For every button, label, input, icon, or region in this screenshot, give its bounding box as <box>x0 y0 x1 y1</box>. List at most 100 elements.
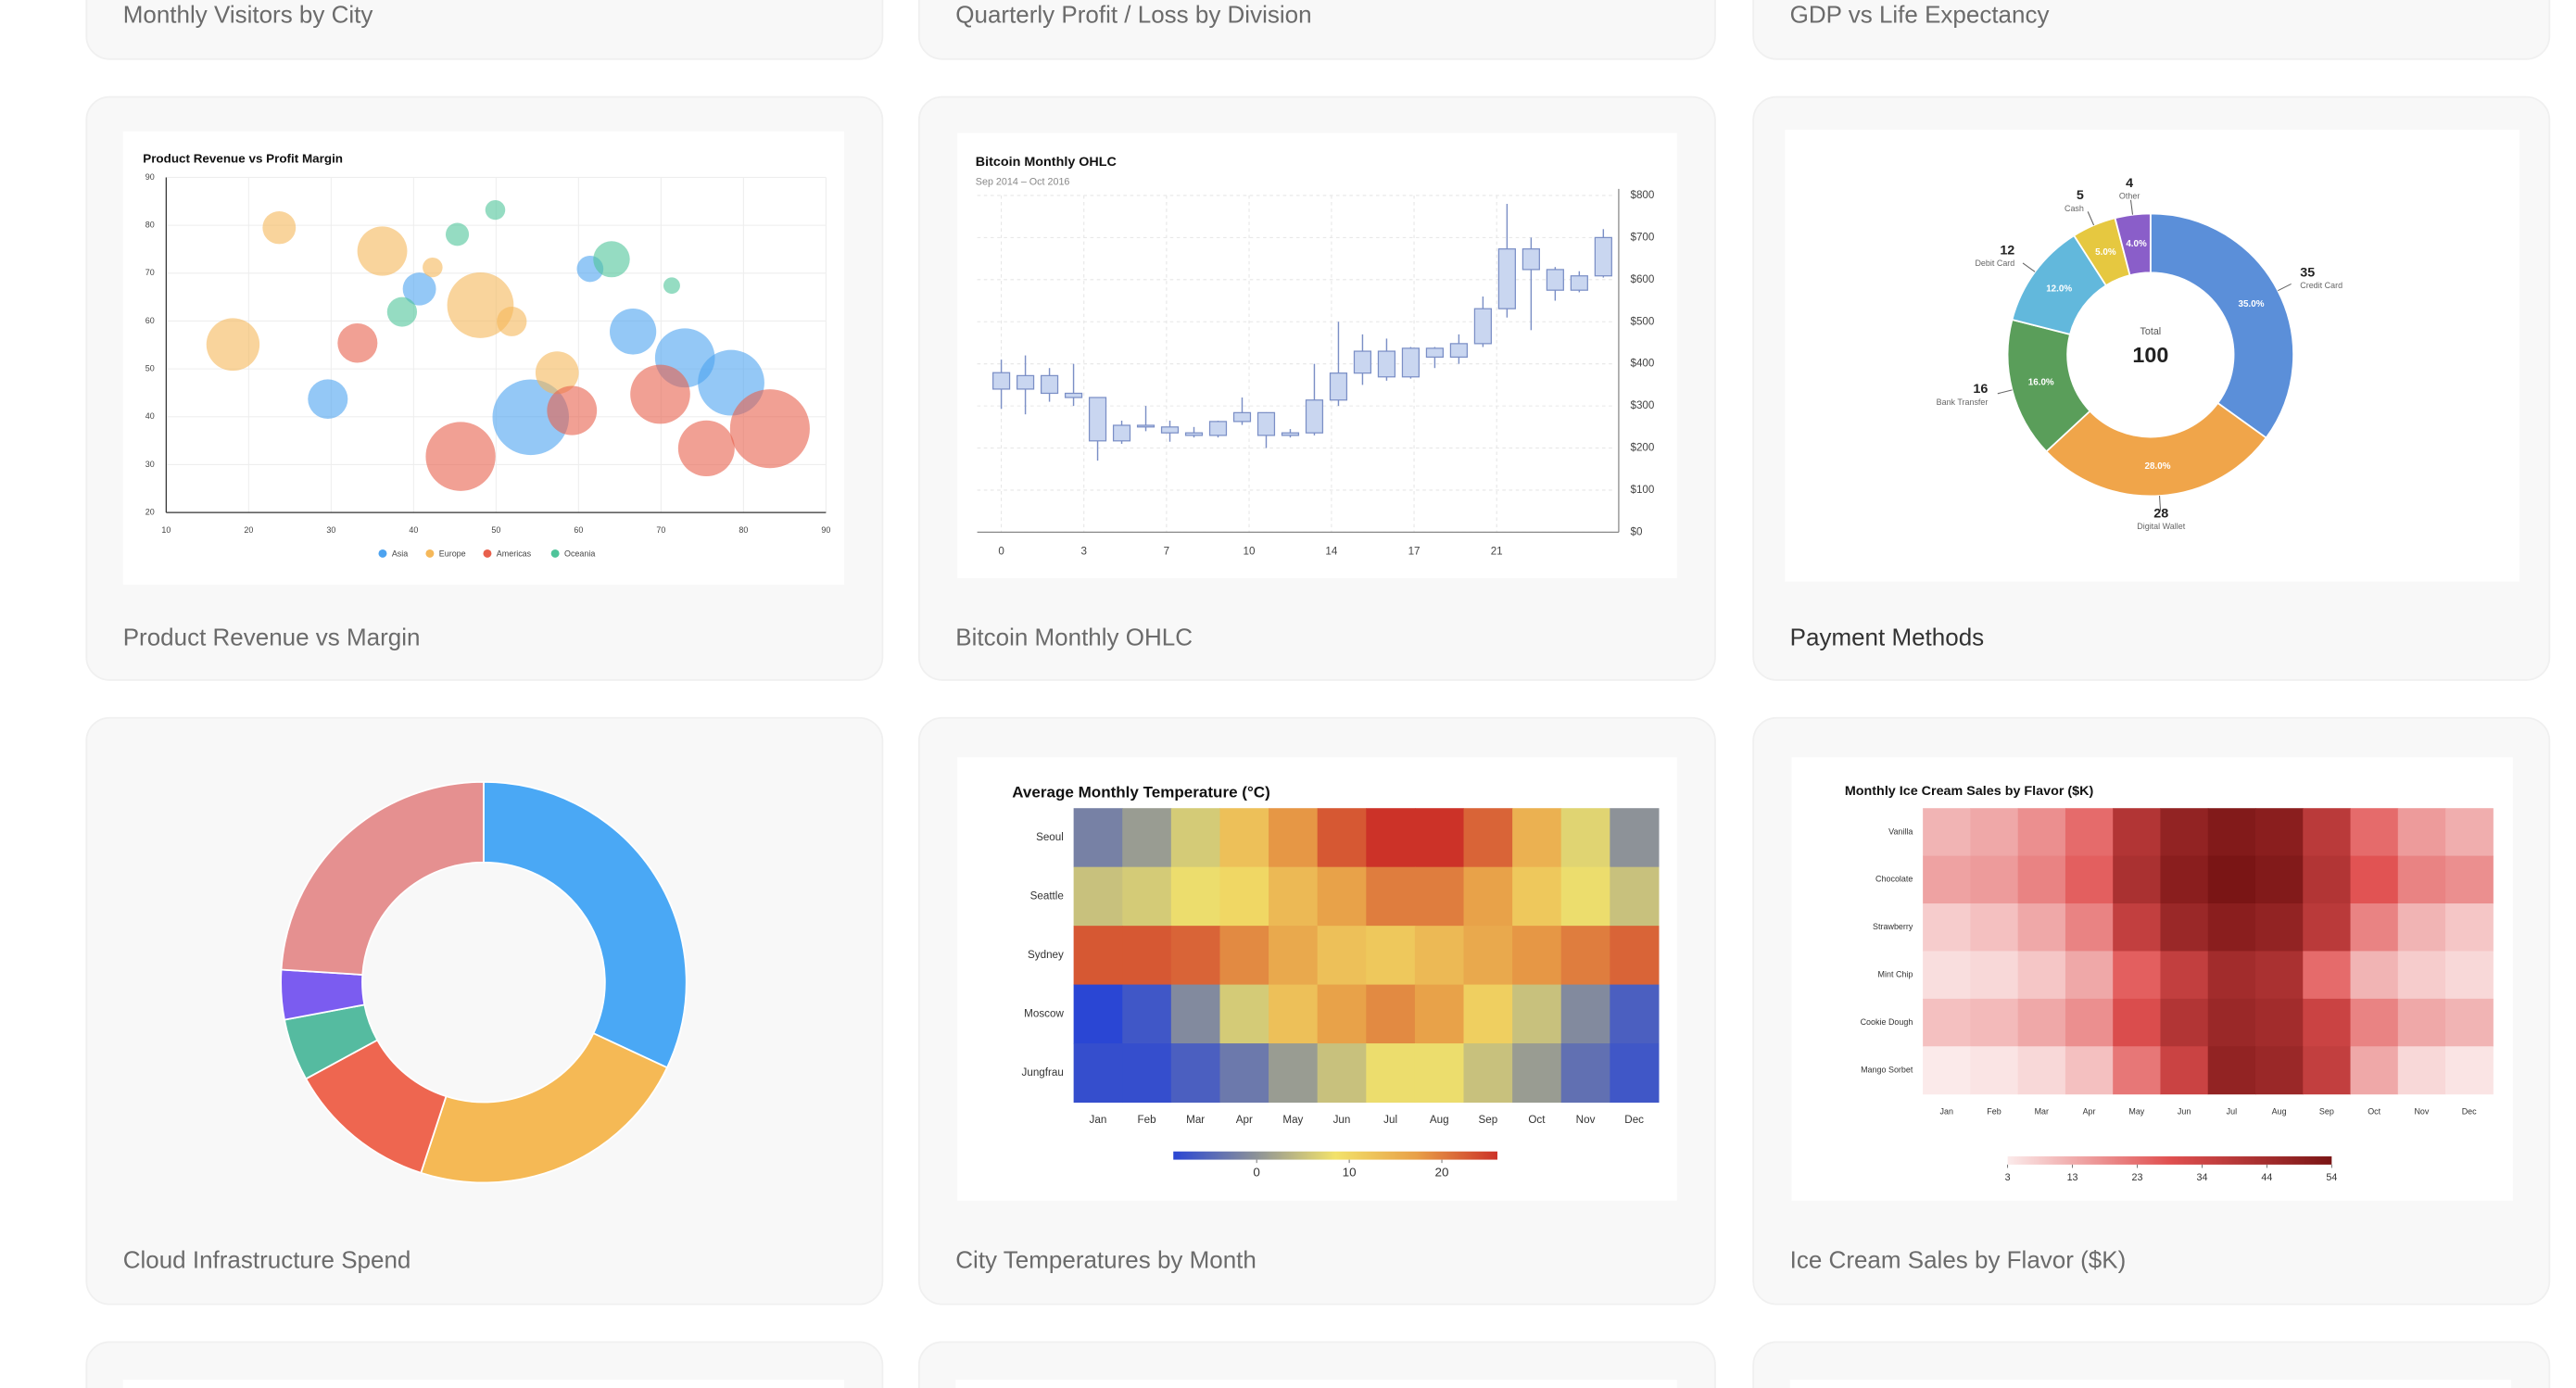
heatmap-cell[interactable] <box>1923 903 1971 952</box>
heatmap-cell[interactable] <box>1923 808 1971 857</box>
heatmap-cell[interactable] <box>1170 866 1221 927</box>
heatmap-cell[interactable] <box>2207 951 2256 1000</box>
heatmap-cell[interactable] <box>2207 1046 2256 1095</box>
donut-slice[interactable] <box>280 780 485 976</box>
heatmap-cell[interactable] <box>1414 808 1465 868</box>
legend-item[interactable]: Americas <box>483 549 532 559</box>
heatmap-cell[interactable] <box>1970 808 2019 857</box>
heatmap-cell[interactable] <box>2017 951 2066 1000</box>
heatmap-cell[interactable] <box>1610 866 1660 927</box>
card[interactable]: Bitcoin Monthly OHLC Bitcoin Monthly OHLC… <box>917 95 1716 681</box>
card[interactable]: Product Revenue vs Margin Product Revenue… <box>85 95 884 681</box>
heatmap-cell[interactable] <box>2113 1046 2162 1095</box>
heatmap-cell[interactable] <box>1317 1043 1367 1104</box>
heatmap-cell[interactable] <box>2017 808 2066 857</box>
heatmap-cell[interactable] <box>1414 1043 1465 1104</box>
heatmap-cell[interactable] <box>1970 998 2019 1047</box>
heatmap-cell[interactable] <box>1610 926 1660 986</box>
heatmap-cell[interactable] <box>1219 926 1269 986</box>
heatmap-cell[interactable] <box>2254 903 2304 952</box>
heatmap-cell[interactable] <box>2445 855 2494 904</box>
heatmap-cell[interactable] <box>2113 951 2162 1000</box>
legend-item[interactable]: Asia <box>378 549 408 559</box>
card[interactable]: Cloud Infrastructure Spend <box>85 716 884 1306</box>
heatmap-cell[interactable] <box>1366 1043 1416 1104</box>
heatmap-cell[interactable] <box>1923 855 1971 904</box>
heatmap-cell[interactable] <box>1560 926 1610 986</box>
heatmap-cell[interactable] <box>1317 866 1367 927</box>
legend-item[interactable]: Europe <box>425 549 466 559</box>
heatmap-cell[interactable] <box>2207 808 2256 857</box>
heatmap-cell[interactable] <box>1219 984 1269 1044</box>
heatmap-cell[interactable] <box>1923 1046 1971 1095</box>
card[interactable]: Monthly Visitors by City <box>85 0 884 60</box>
heatmap-cell[interactable] <box>1122 926 1172 986</box>
heatmap-cell[interactable] <box>2445 808 2494 857</box>
heatmap-cell[interactable] <box>2113 855 2162 904</box>
heatmap-cell[interactable] <box>1317 808 1367 868</box>
donut-slice[interactable] <box>2149 212 2294 439</box>
heatmap-cell[interactable] <box>2445 998 2494 1047</box>
heatmap-cell[interactable] <box>1317 926 1367 986</box>
card[interactable]: Quarterly Profit / Loss by Division <box>917 0 1716 60</box>
heatmap-cell[interactable] <box>2254 998 2304 1047</box>
heatmap-cell[interactable] <box>1610 808 1660 868</box>
heatmap-cell[interactable] <box>2065 1046 2114 1095</box>
heatmap-cell[interactable] <box>2397 808 2446 857</box>
heatmap-cell[interactable] <box>1512 926 1562 986</box>
heatmap-cell[interactable] <box>1219 1043 1269 1104</box>
heatmap-cell[interactable] <box>1610 984 1660 1044</box>
heatmap-cell[interactable] <box>2017 998 2066 1047</box>
heatmap-cell[interactable] <box>2065 855 2114 904</box>
heatmap-cell[interactable] <box>1560 984 1610 1044</box>
heatmap-cell[interactable] <box>1970 951 2019 1000</box>
heatmap-cell[interactable] <box>2397 1046 2446 1095</box>
heatmap-cell[interactable] <box>2303 998 2352 1047</box>
heatmap-cell[interactable] <box>1970 903 2019 952</box>
heatmap-cell[interactable] <box>2303 1046 2352 1095</box>
heatmap-cell[interactable] <box>1073 808 1123 868</box>
heatmap-cell[interactable] <box>2113 808 2162 857</box>
heatmap-cell[interactable] <box>1512 1043 1562 1104</box>
heatmap-cell[interactable] <box>1512 866 1562 927</box>
heatmap-cell[interactable] <box>2065 903 2114 952</box>
card[interactable] <box>1752 1341 2551 1388</box>
heatmap-cell[interactable] <box>2160 951 2209 1000</box>
heatmap-cell[interactable] <box>2350 808 2399 857</box>
heatmap-cell[interactable] <box>2303 903 2352 952</box>
heatmap-cell[interactable] <box>1170 984 1221 1044</box>
card[interactable]: City Temperatures by Month Average Monthl… <box>917 716 1716 1306</box>
heatmap-cell[interactable] <box>2065 998 2114 1047</box>
heatmap-cell[interactable] <box>2303 951 2352 1000</box>
heatmap-cell[interactable] <box>2254 951 2304 1000</box>
heatmap-cell[interactable] <box>1170 1043 1221 1104</box>
heatmap-cell[interactable] <box>2017 1046 2066 1095</box>
heatmap-cell[interactable] <box>1073 1043 1123 1104</box>
heatmap-cell[interactable] <box>1073 866 1123 927</box>
heatmap-cell[interactable] <box>1170 926 1221 986</box>
heatmap-cell[interactable] <box>1560 866 1610 927</box>
heatmap-cell[interactable] <box>1414 866 1465 927</box>
heatmap-cell[interactable] <box>2113 998 2162 1047</box>
heatmap-cell[interactable] <box>1219 866 1269 927</box>
heatmap-cell[interactable] <box>2445 951 2494 1000</box>
heatmap-cell[interactable] <box>2254 1046 2304 1095</box>
heatmap-cell[interactable] <box>2397 998 2446 1047</box>
heatmap-cell[interactable] <box>1512 808 1562 868</box>
card[interactable]: Ice Cream Sales by Flavor ($K) Monthly Ic… <box>1752 716 2551 1306</box>
heatmap-cell[interactable] <box>1560 808 1610 868</box>
card[interactable] <box>85 1341 884 1388</box>
heatmap-cell[interactable] <box>2017 855 2066 904</box>
heatmap-cell[interactable] <box>2160 998 2209 1047</box>
heatmap-cell[interactable] <box>1970 855 2019 904</box>
heatmap-cell[interactable] <box>2445 1046 2494 1095</box>
heatmap-cell[interactable] <box>2350 1046 2399 1095</box>
heatmap-cell[interactable] <box>2303 855 2352 904</box>
heatmap-cell[interactable] <box>1366 808 1416 868</box>
heatmap-cell[interactable] <box>1073 926 1123 986</box>
card[interactable]: GDP vs Life Expectancy <box>1752 0 2551 60</box>
heatmap-cell[interactable] <box>1366 866 1416 927</box>
heatmap-cell[interactable] <box>2445 903 2494 952</box>
heatmap-cell[interactable] <box>2160 903 2209 952</box>
